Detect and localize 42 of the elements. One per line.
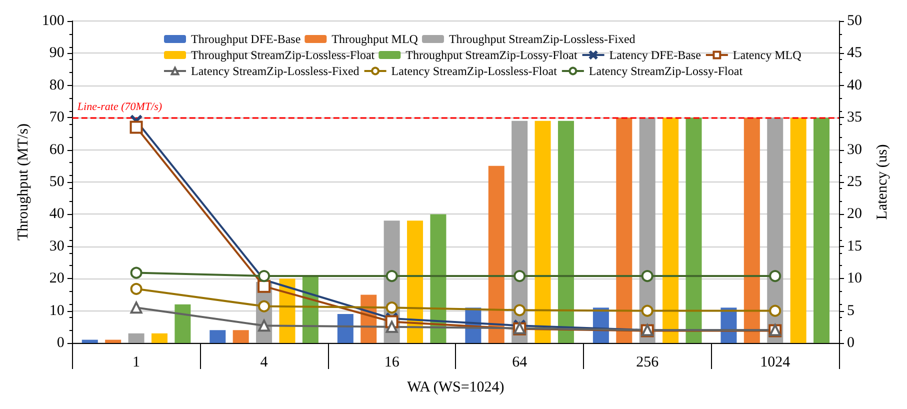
y-tick-label: 60 bbox=[49, 142, 64, 158]
y2-tick-label: 45 bbox=[847, 45, 862, 62]
legend-label: Throughput DFE-Base bbox=[191, 32, 301, 46]
y-tick-label: 90 bbox=[49, 45, 64, 62]
x-tick-label: 4 bbox=[260, 354, 268, 370]
y2-tick-label: 30 bbox=[847, 142, 862, 158]
y2-tick-label: 25 bbox=[847, 174, 862, 190]
y-tick-label: 30 bbox=[49, 238, 64, 254]
y2-tick-label: 5 bbox=[847, 302, 854, 319]
legend-label: Throughput StreamZip-Lossless-Fixed bbox=[448, 32, 636, 46]
x-tick-label: 64 bbox=[512, 354, 528, 370]
x-tick-label: 16 bbox=[384, 354, 400, 370]
y-tick-label: 20 bbox=[49, 270, 64, 287]
legend-label: Latency StreamZip-Lossless-Float bbox=[391, 64, 558, 78]
y2-tick-label: 10 bbox=[847, 270, 862, 287]
y2-tick-label: 50 bbox=[847, 13, 862, 29]
y-tick-label: 80 bbox=[49, 77, 64, 94]
legend-label: Latency MLQ bbox=[732, 48, 802, 62]
ref-line-label: Line-rate (70MT/s) bbox=[76, 101, 162, 114]
y-tick-label: 70 bbox=[49, 110, 64, 126]
y2-tick-label: 40 bbox=[847, 77, 862, 94]
y-tick-label: 10 bbox=[49, 302, 64, 319]
y-tick-label: 40 bbox=[49, 206, 64, 222]
y-axis-title: Throughput (MT/s) bbox=[16, 123, 32, 241]
legend-label: Throughput MLQ bbox=[332, 32, 418, 46]
y2-tick-label: 20 bbox=[847, 206, 862, 222]
y-tick-label: 100 bbox=[42, 13, 64, 29]
y-tick-label: 0 bbox=[56, 335, 64, 351]
legend-label: Throughput StreamZip-Lossless-Float bbox=[191, 48, 376, 62]
legend-label: Latency DFE-Base bbox=[609, 48, 701, 62]
x-tick-label: 1024 bbox=[760, 354, 791, 370]
x-axis-title: WA (WS=1024) bbox=[407, 380, 504, 396]
legend-label: Latency StreamZip-Lossless-Fixed bbox=[191, 64, 360, 78]
x-tick-label: 1 bbox=[132, 354, 140, 370]
x-tick-label: 256 bbox=[636, 354, 660, 370]
y-tick-label: 50 bbox=[49, 174, 64, 190]
legend-label: Latency StreamZip-Lossy-Float bbox=[588, 64, 744, 78]
y2-tick-label: 15 bbox=[847, 238, 862, 254]
y2-tick-label: 0 bbox=[847, 335, 854, 351]
y2-axis-title: Latency (us) bbox=[874, 144, 890, 220]
y2-tick-label: 35 bbox=[847, 110, 862, 126]
legend-label: Throughput StreamZip-Lossy-Float bbox=[406, 48, 578, 62]
